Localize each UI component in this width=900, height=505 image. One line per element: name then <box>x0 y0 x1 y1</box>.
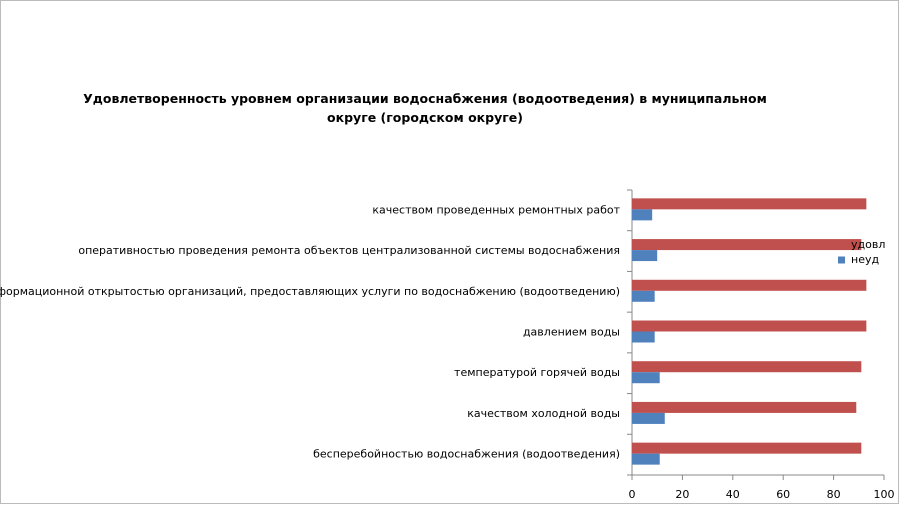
category-label: качеством холодной воды <box>467 407 620 420</box>
bar <box>632 320 867 332</box>
bar <box>632 290 655 302</box>
bar <box>632 453 660 465</box>
category-label: бесперебойностью водоснабжения (водоотве… <box>313 448 620 461</box>
bar <box>632 401 857 413</box>
x-tick-label: 80 <box>827 488 841 501</box>
chart-title: Удовлетворенность уровнем организации во… <box>83 91 767 125</box>
bar <box>632 412 665 424</box>
category-label: оперативностью проведения ремонта объект… <box>78 244 620 257</box>
bar <box>632 209 653 221</box>
bar <box>632 442 862 454</box>
x-tick-label: 20 <box>675 488 689 501</box>
x-tick-label: 100 <box>874 488 895 501</box>
bar <box>632 279 867 291</box>
bar <box>632 250 658 262</box>
legend-swatch <box>838 256 845 264</box>
bar <box>632 372 660 384</box>
bar <box>632 198 867 210</box>
bar <box>632 331 655 343</box>
legend-swatch <box>838 241 845 249</box>
legend-label: неуд <box>851 253 879 266</box>
bar <box>632 239 862 251</box>
x-tick-label: 40 <box>726 488 740 501</box>
bar <box>632 361 862 373</box>
x-tick-label: 0 <box>629 488 636 501</box>
category-label: температурой горячей воды <box>454 366 620 379</box>
x-tick-label: 60 <box>776 488 790 501</box>
legend-label: удовл <box>851 238 885 251</box>
category-label: качеством проведенных ремонтных работ <box>372 203 620 216</box>
category-label: давлением воды <box>523 326 620 339</box>
category-label: информационной открытостью организаций, … <box>0 285 620 298</box>
